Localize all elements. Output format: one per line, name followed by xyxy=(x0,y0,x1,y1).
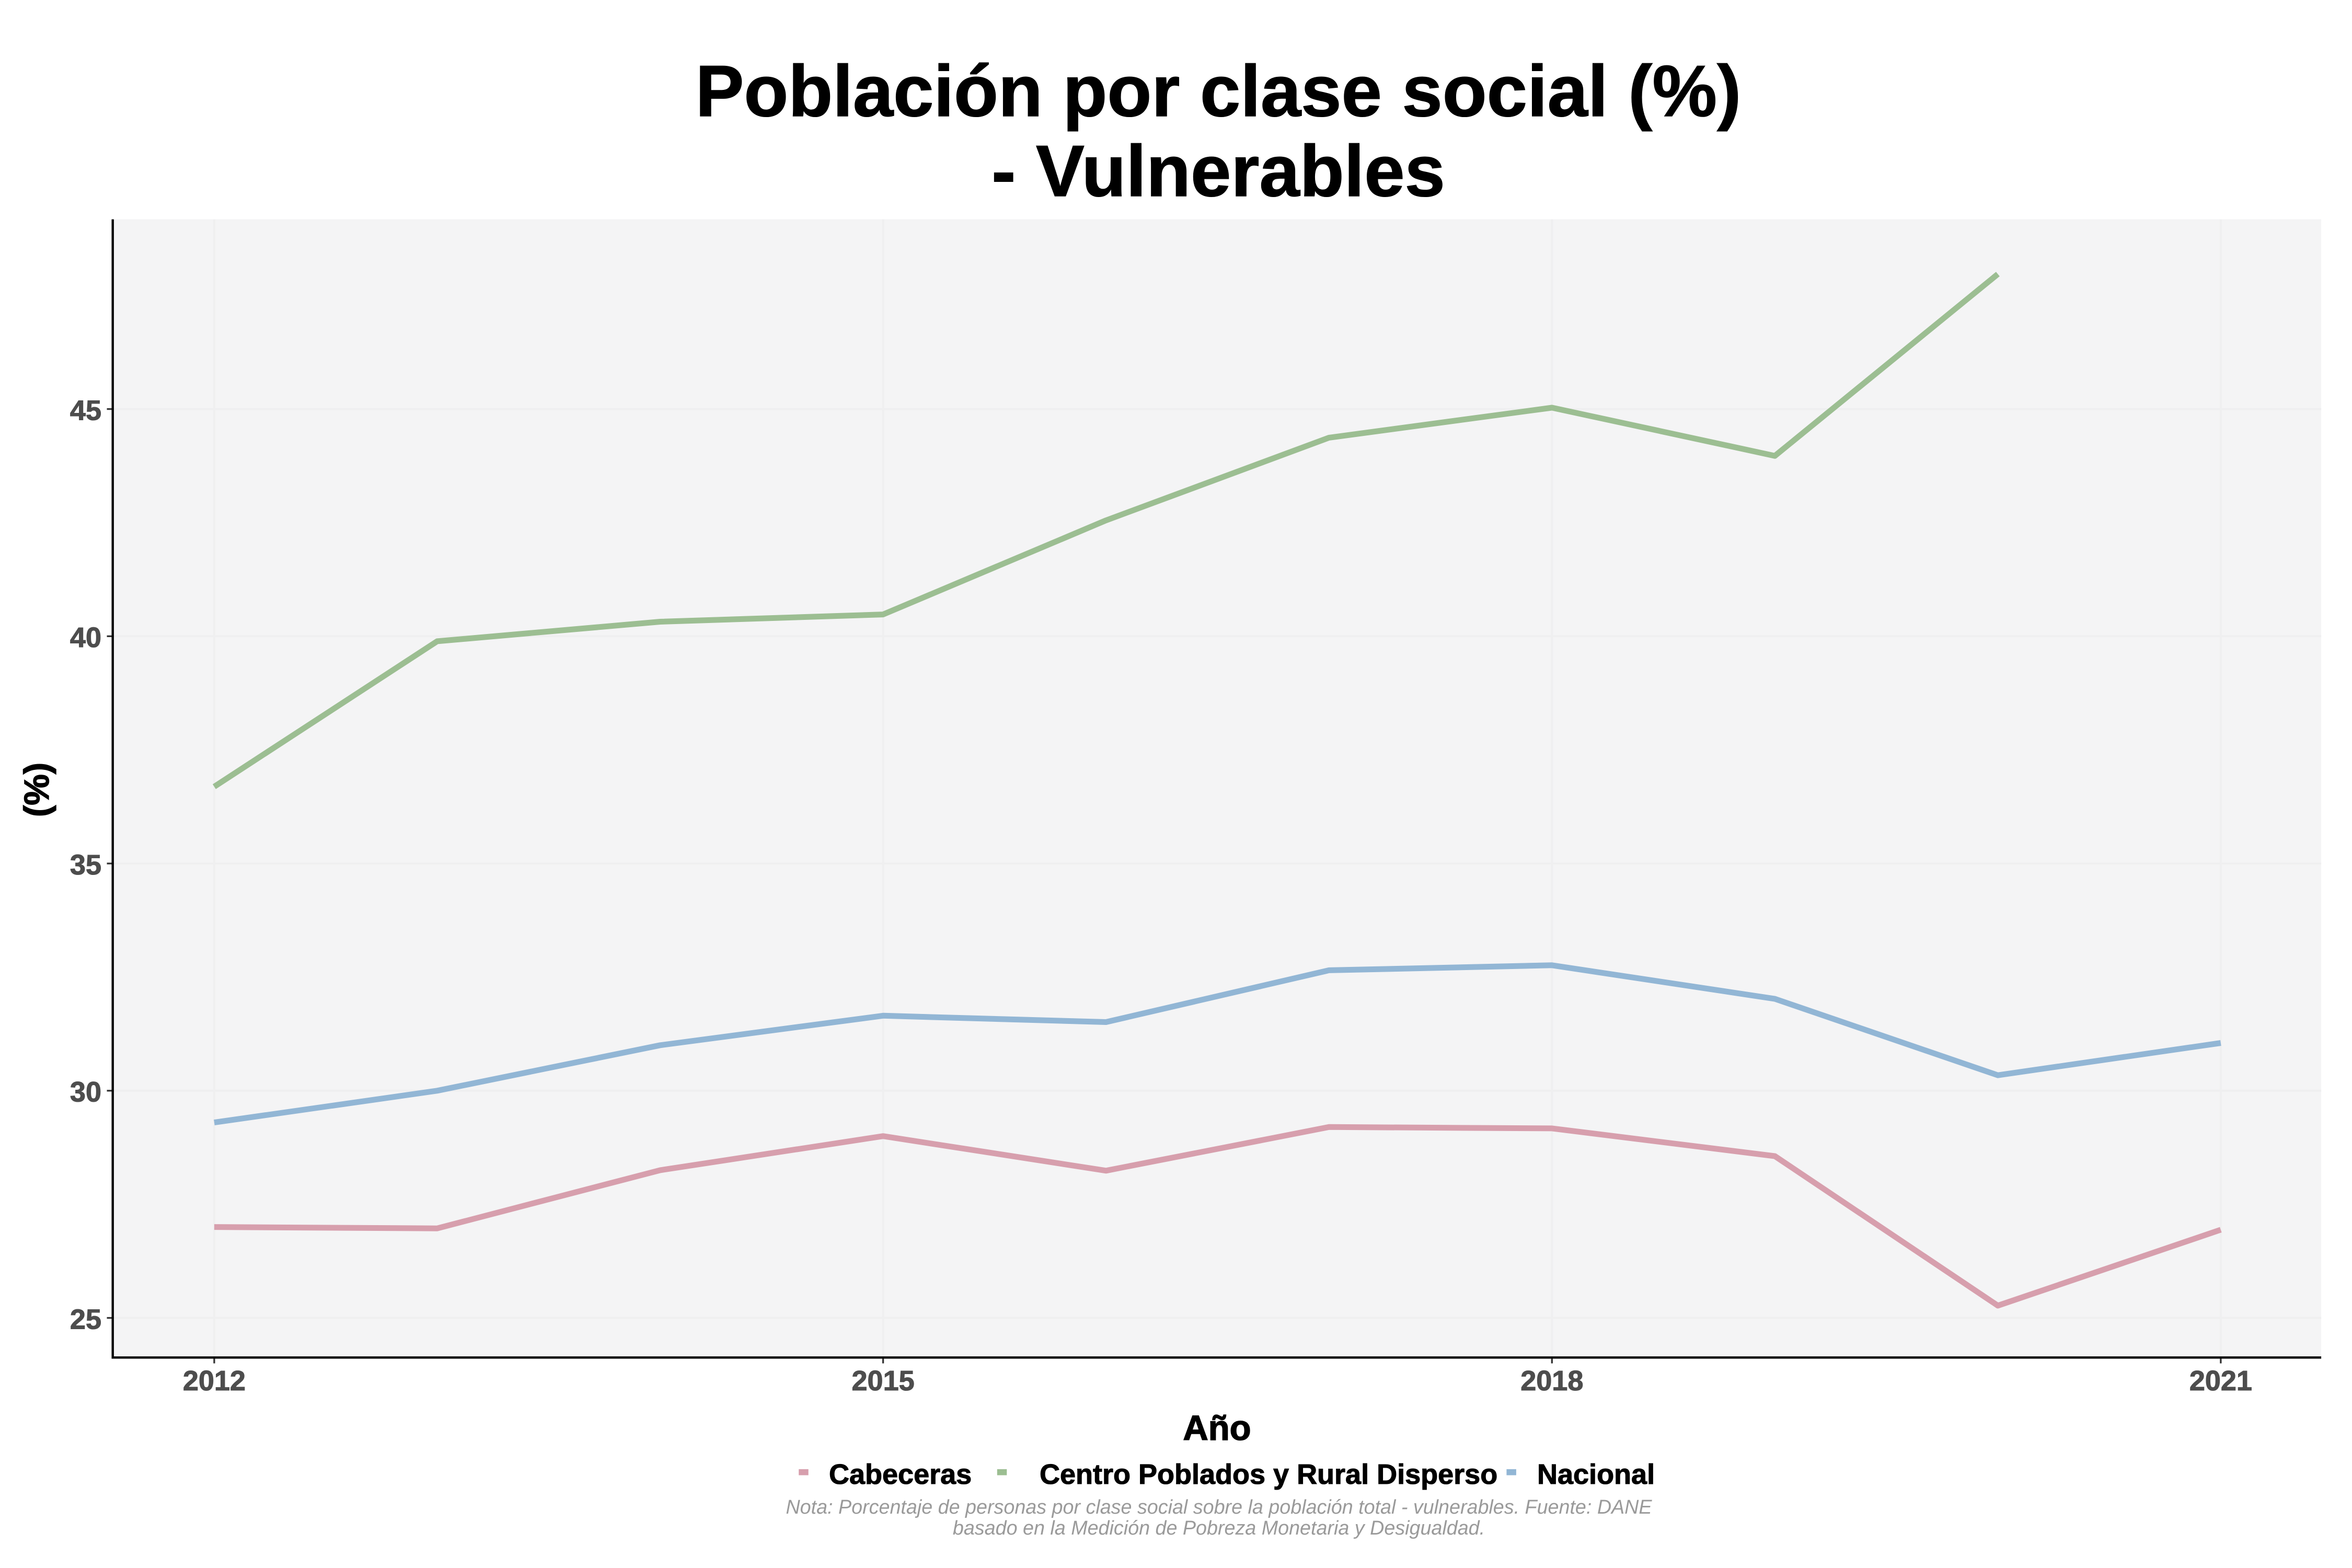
svg-text:25: 25 xyxy=(70,1304,101,1335)
svg-text:40: 40 xyxy=(70,622,101,653)
svg-text:Población por clase social (%): Población por clase social (%) xyxy=(696,51,1742,132)
svg-text:(%): (%) xyxy=(17,763,56,817)
svg-text:Centro Poblados y Rural Disper: Centro Poblados y Rural Disperso xyxy=(1040,1459,1497,1490)
svg-text:Nota: Porcentaje de personas p: Nota: Porcentaje de personas por clase s… xyxy=(786,1496,1652,1518)
svg-text:45: 45 xyxy=(70,395,101,426)
svg-text:Cabeceras: Cabeceras xyxy=(829,1459,972,1490)
svg-text:Nacional: Nacional xyxy=(1537,1459,1655,1490)
svg-text:30: 30 xyxy=(70,1077,101,1108)
svg-text:- Vulnerables: - Vulnerables xyxy=(991,131,1445,212)
svg-text:basado en la Medición de Pobre: basado en la Medición de Pobreza Monetar… xyxy=(953,1517,1485,1539)
svg-text:35: 35 xyxy=(70,849,101,881)
svg-text:2018: 2018 xyxy=(1520,1365,1583,1397)
svg-text:2015: 2015 xyxy=(852,1365,915,1397)
svg-text:2012: 2012 xyxy=(183,1365,246,1397)
svg-text:Año: Año xyxy=(1183,1409,1251,1448)
svg-text:2021: 2021 xyxy=(2189,1365,2252,1397)
